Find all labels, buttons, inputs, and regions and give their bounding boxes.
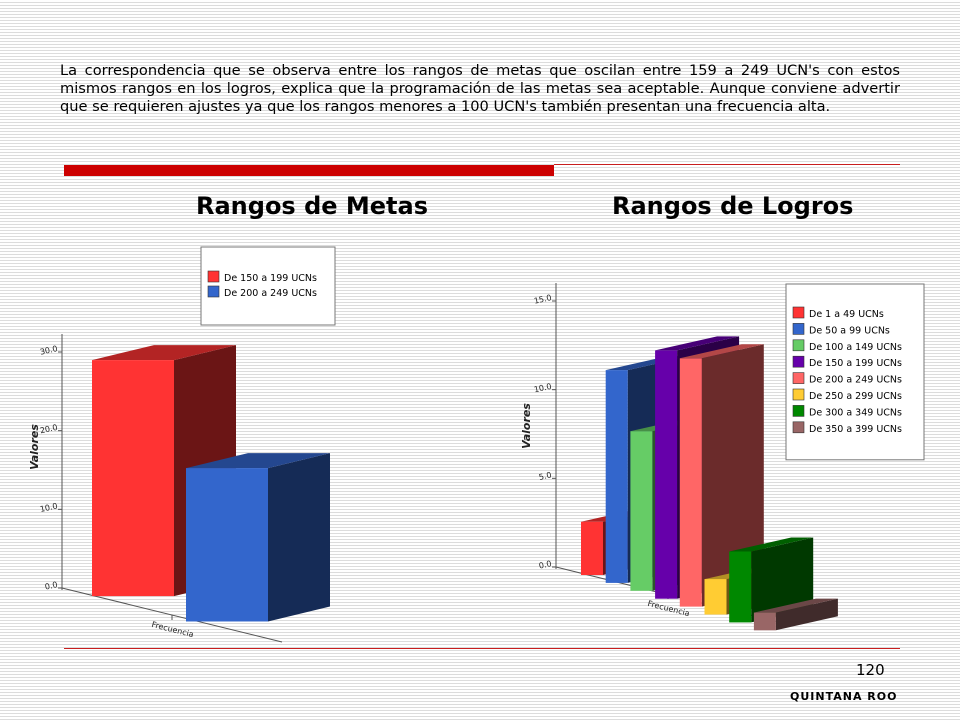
legend-label: De 150 a 199 UCNs: [809, 358, 902, 369]
bar-logros-6: [704, 565, 789, 615]
bar-logros-3: [630, 417, 715, 591]
bar-front: [581, 521, 603, 575]
bar-side: [775, 598, 838, 631]
bar-metas-1: [92, 345, 236, 597]
page-number: 120: [856, 661, 885, 679]
legend-swatch: [792, 339, 805, 352]
body-paragraph: La correspondencia que se observa entre …: [60, 62, 900, 115]
x-axis: [61, 587, 283, 643]
y-tick-label: 10.0: [39, 501, 58, 514]
legend-swatch: [792, 372, 805, 384]
y-tick-label: 0.0: [538, 559, 552, 570]
legend-box: [785, 283, 925, 461]
bar-logros-2: [605, 356, 690, 583]
legend-label: De 50 a 99 UCNs: [809, 325, 890, 336]
bar-side: [627, 356, 690, 583]
bar-front: [729, 551, 752, 623]
chart-title-metas: Rangos de Metas: [196, 192, 428, 220]
legend-label: De 200 a 249 UCNs: [224, 288, 317, 299]
bar-front: [753, 612, 776, 631]
bar-logros-8: [753, 598, 838, 631]
bar-side: [701, 344, 764, 607]
y-axis-label: Valores: [520, 403, 533, 449]
x-axis: [555, 566, 787, 625]
y-axis-label: Valores: [28, 424, 41, 470]
footer-label: QUINTANA ROO: [790, 690, 898, 703]
y-tick-label: 30.0: [39, 344, 58, 357]
bar-side: [677, 336, 740, 599]
legend-box: [200, 246, 336, 326]
accent-bar: [64, 165, 554, 176]
bar-top: [753, 598, 838, 613]
legend-swatch: [792, 306, 805, 319]
legend-label: De 300 a 349 UCNs: [809, 407, 902, 418]
x-axis-label: Frecuencia: [647, 599, 691, 618]
legend-swatch: [792, 388, 805, 401]
bar-logros-5: [679, 344, 764, 607]
bar-top: [92, 345, 236, 361]
bar-side: [751, 537, 814, 623]
bar-logros-7: [729, 537, 814, 623]
bar-top: [679, 344, 764, 359]
legend-swatch: [792, 355, 805, 368]
y-tick-label: 10.0: [533, 382, 552, 395]
y-tick-label: 5.0: [538, 470, 552, 481]
y-tick-label: 15.0: [533, 293, 552, 306]
bar-top: [581, 507, 665, 522]
legend-label: De 200 a 249 UCNs: [809, 375, 902, 386]
bar-side: [726, 565, 789, 615]
bar-front: [655, 350, 678, 599]
bar-front: [186, 468, 268, 622]
x-axis-label: Frecuencia: [151, 620, 195, 639]
y-tick-label: 20.0: [39, 423, 58, 436]
bar-side: [174, 345, 236, 597]
bar-side: [652, 417, 715, 591]
legend-swatch: [792, 405, 805, 417]
chart-title-logros: Rangos de Logros: [612, 192, 854, 220]
bar-front: [92, 360, 174, 597]
legend-label: De 1 a 49 UCNs: [809, 309, 884, 320]
bar-front: [704, 579, 727, 615]
bar-logros-4: [655, 336, 740, 599]
bar-top: [704, 565, 789, 580]
bottom-rule: [64, 648, 900, 649]
bar-logros-1: [581, 507, 665, 575]
bar-top: [729, 537, 814, 552]
legend-label: De 350 a 399 UCNs: [809, 424, 902, 435]
legend-label: De 150 a 199 UCNs: [224, 273, 317, 284]
legend-swatch: [207, 270, 220, 283]
legend-swatch: [207, 285, 220, 298]
bar-top: [186, 453, 330, 469]
bar-side: [603, 507, 665, 575]
bar-front: [605, 370, 628, 583]
legend-label: De 250 a 299 UCNs: [809, 391, 902, 402]
bar-front: [679, 358, 702, 607]
y-tick-label: 0.0: [44, 580, 58, 591]
bar-top: [655, 336, 740, 351]
bar-side: [268, 453, 330, 622]
bar-metas-2: [186, 453, 330, 622]
bar-front: [630, 431, 653, 591]
bar-top: [605, 356, 690, 371]
top-rule: [554, 164, 900, 165]
legend-swatch: [792, 421, 805, 434]
bar-top: [630, 417, 715, 432]
legend-swatch: [792, 323, 805, 335]
legend-label: De 100 a 149 UCNs: [809, 342, 902, 353]
